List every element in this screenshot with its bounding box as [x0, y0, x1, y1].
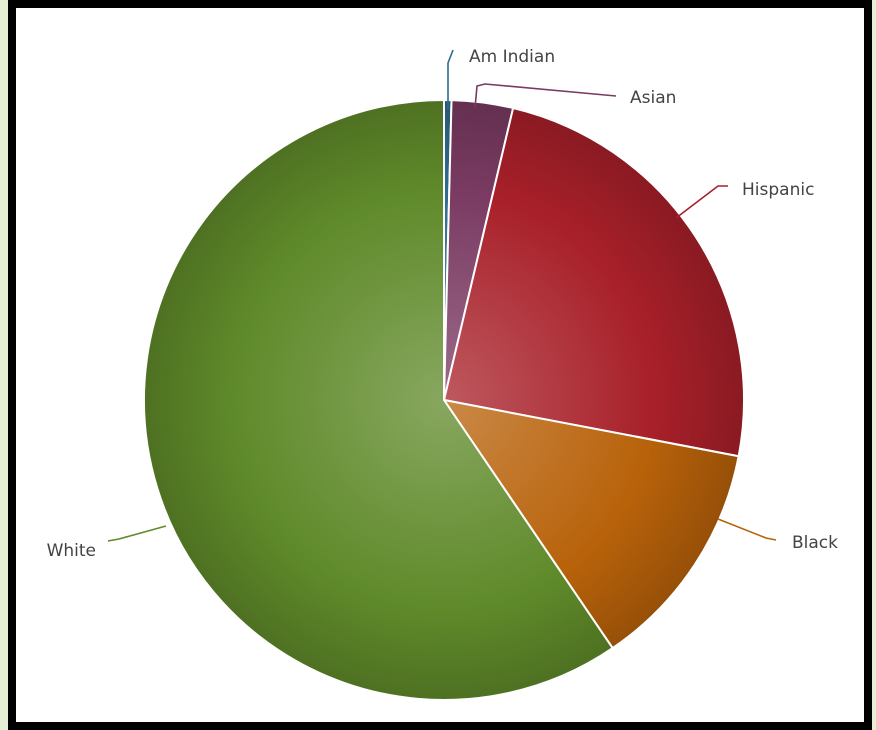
connector-line-hispanic — [675, 185, 728, 219]
pie-slice-white[interactable] — [143, 99, 614, 701]
slice-label-white: White — [47, 541, 96, 561]
connector-line-am-indian — [447, 49, 454, 110]
pie-slice-hispanic[interactable] — [443, 107, 746, 458]
chart-frame: Am Indian Asian Hispanic Black White — [8, 0, 872, 730]
pie-labels: Am Indian Asian Hispanic Black White — [47, 47, 839, 561]
slice-label-black: Black — [792, 533, 838, 553]
pie-slices — [143, 98, 746, 701]
slice-label-am-indian: Am Indian — [469, 47, 555, 67]
connector-line-asian — [474, 83, 617, 109]
pie-chart: Am Indian Asian Hispanic Black White — [47, 47, 839, 701]
slice-label-hispanic: Hispanic — [742, 180, 814, 200]
slice-label-asian: Asian — [630, 88, 676, 108]
pie-slice-black[interactable] — [443, 399, 740, 650]
connector-line-black — [717, 518, 777, 541]
connector-line-white — [107, 525, 167, 542]
